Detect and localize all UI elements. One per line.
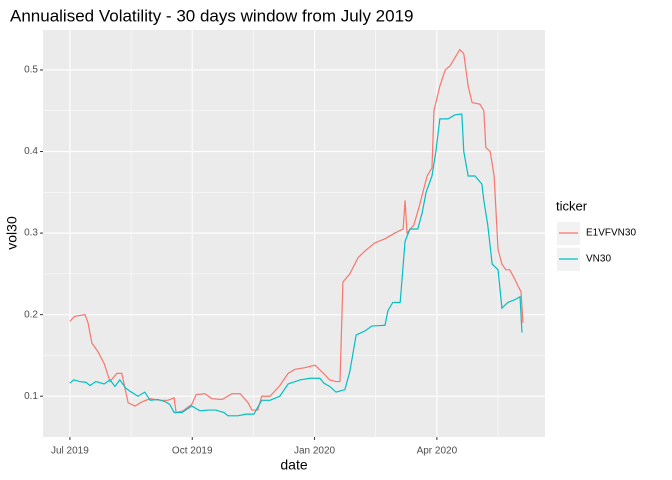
x-tick-label: Oct 2019 [172, 446, 213, 457]
y-axis-label: vol30 [4, 216, 20, 250]
chart-title: Annualised Volatility - 30 days window f… [10, 6, 414, 25]
x-tick-label: Apr 2020 [417, 446, 458, 457]
y-tick-label: 0.4 [24, 146, 38, 157]
legend-label: E1VFVN30 [586, 228, 636, 239]
y-tick-label: 0.3 [24, 228, 38, 239]
legend-label: VN30 [586, 254, 611, 265]
x-axis-label: date [280, 457, 307, 473]
x-tick-label: Jan 2020 [294, 446, 336, 457]
series-line [69, 48, 524, 414]
series-line [69, 113, 523, 417]
x-tick-label: Jul 2019 [51, 446, 89, 457]
y-tick-label: 0.1 [24, 391, 38, 402]
y-tick-label: 0.2 [24, 309, 38, 320]
legend-title: ticker [556, 198, 588, 213]
y-tick-label: 0.5 [24, 65, 38, 76]
